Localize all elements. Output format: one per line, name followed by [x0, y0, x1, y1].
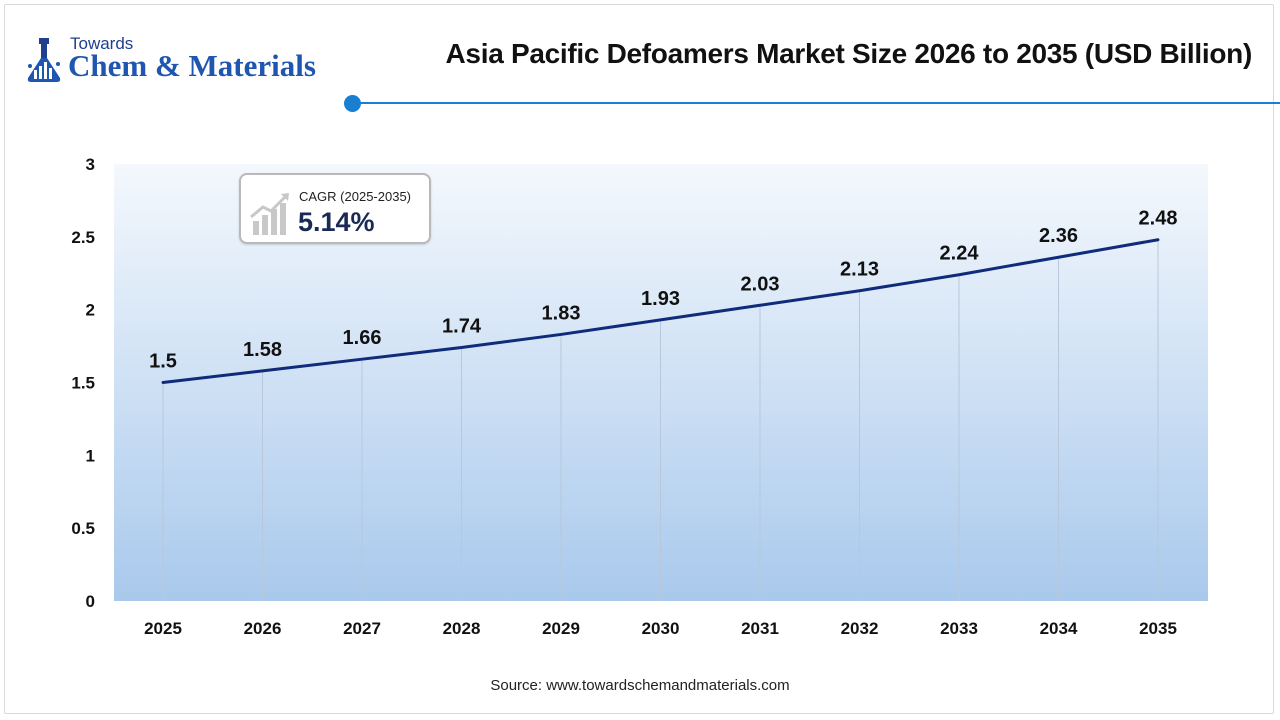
- x-tick-label: 2025: [144, 619, 182, 638]
- flask-logo-icon: [27, 38, 61, 82]
- chart-frame: [4, 4, 1274, 714]
- growth-chart-icon: [250, 193, 289, 235]
- data-label: 1.74: [442, 316, 482, 338]
- x-tick-label: 2027: [343, 619, 381, 638]
- x-tick-label: 2034: [1040, 619, 1078, 638]
- y-tick-label: 1: [86, 446, 95, 465]
- title-rule-dot: [344, 95, 361, 112]
- x-tick-label: 2035: [1139, 619, 1177, 638]
- title-rule: [354, 102, 1280, 104]
- data-label: 1.5: [149, 351, 177, 373]
- y-tick-label: 1.5: [71, 374, 95, 393]
- logo-text-main: Chem & Materials: [68, 48, 316, 83]
- y-tick-label: 0.5: [71, 519, 95, 538]
- cagr-label: CAGR (2025-2035): [299, 189, 411, 204]
- x-tick-label: 2030: [642, 619, 680, 638]
- series-line: [161, 238, 1160, 384]
- y-tick-label: 3: [86, 155, 95, 174]
- y-tick-label: 2.5: [71, 228, 95, 247]
- data-label: 1.93: [641, 288, 680, 310]
- data-label: 1.66: [343, 327, 382, 349]
- logo-text-towards: Towards: [70, 34, 134, 53]
- data-label: 2.24: [940, 243, 980, 265]
- source-note: Source: www.towardschemandmaterials.com: [490, 677, 790, 694]
- data-label: 1.58: [243, 339, 282, 361]
- page-title: Asia Pacific Defoamers Market Size 2026 …: [445, 38, 1253, 69]
- x-tick-label: 2032: [841, 619, 879, 638]
- x-tick-label: 2031: [741, 619, 779, 638]
- x-tick-label: 2026: [244, 619, 282, 638]
- data-label: 1.83: [542, 302, 581, 324]
- x-tick-label: 2028: [443, 619, 481, 638]
- data-label: 2.13: [840, 259, 879, 281]
- data-label: 2.48: [1139, 208, 1178, 230]
- cagr-value: 5.14%: [298, 207, 375, 237]
- x-tick-label: 2029: [542, 619, 580, 638]
- data-label: 2.03: [741, 273, 780, 295]
- y-tick-label: 0: [86, 592, 95, 611]
- x-tick-label: 2033: [940, 619, 978, 638]
- y-tick-label: 2: [86, 301, 95, 320]
- data-label: 2.36: [1039, 225, 1078, 247]
- cagr-callout: CAGR (2025-2035) 5.14%: [239, 173, 431, 244]
- logo: Towards Chem & Materials: [22, 34, 342, 86]
